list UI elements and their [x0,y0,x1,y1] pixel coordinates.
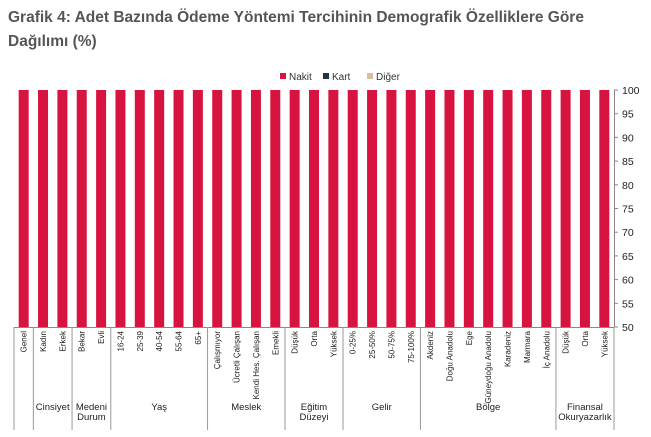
bar-nakit-31 [599,90,610,327]
legend-label-1: Nakit [289,72,312,83]
group-label-8: Bölge [476,402,500,413]
x-tick-label-16: Orta [310,330,319,346]
y-tick-label-55: 55 [622,298,634,310]
x-tick-label-30: Orta [581,330,590,346]
bar-nakit-16 [309,90,319,327]
bar-nakit-23 [444,90,455,327]
x-tick-label-28: İç Anadolu [542,331,551,368]
x-tick-label-11: Çalışmıyor [213,331,222,370]
x-tick-label-7: 25-39 [136,330,145,351]
x-tick-label-17: Yüksek [329,330,338,357]
bar-nakit-30 [579,90,590,327]
y-tick-label-100: 100 [622,85,640,97]
group-label-6: Eğitim Düzeyi [299,402,328,423]
x-tick-label-13: Kendi Hes. Çalışan [252,331,261,399]
chart-title: Grafik 4: Adet Bazında Ödeme Yöntemi Ter… [8,9,584,50]
x-tick-label-5: Evli [97,331,106,344]
x-tick-label-10: 65+ [194,331,203,345]
group-label-2: Cinsiyet [36,402,70,413]
bar-nakit-7 [134,90,145,327]
x-tick-label-19: 25-50% [368,331,377,359]
x-tick-label-29: Düşük [562,330,571,354]
x-tick-label-26: Karadeniz [504,331,513,367]
x-tick-label-2: Kadın [39,331,48,352]
x-tick-label-8: 40-54 [155,330,164,351]
bar-nakit-18 [347,90,358,327]
bar-nakit-11 [212,90,223,327]
group-label-7: Gelir [372,402,392,413]
x-tick-label-14: Emekli [271,331,280,355]
x-tick-label-22: Akdeniz [426,331,435,359]
bar-nakit-14 [270,90,281,327]
x-tick-label-12: Ücretli Çalışan [233,331,242,383]
y-tick-label-95: 95 [622,109,634,121]
legend-label-3: Diğer [376,72,401,83]
bar-nakit-9 [173,90,184,327]
bar-nakit-13 [250,90,261,327]
x-tick-label-4: Bekar [78,331,87,352]
x-tick-label-20: 50-75% [387,331,396,359]
y-tick-label-70: 70 [622,227,634,239]
bar-nakit-19 [367,90,378,327]
x-tick-label-1: Genel [20,331,29,353]
bar-nakit-27 [521,90,532,327]
bar-nakit-3 [57,90,68,327]
bar-nakit-20 [386,90,397,327]
bar-nakit-28 [541,90,552,327]
x-tick-label-21: 75-100% [407,331,416,363]
bar-nakit-4 [76,90,87,327]
bar-nakit-12 [231,90,242,327]
y-tick-label-85: 85 [622,156,634,168]
bar-nakit-5 [96,90,107,327]
legend-swatch-1 [280,73,286,79]
bar-nakit-26 [502,90,513,327]
y-tick-label-65: 65 [622,251,634,263]
bar-nakit-22 [425,90,436,327]
bar-nakit-15 [289,90,300,327]
y-tick-label-90: 90 [622,132,634,144]
bar-nakit-8 [154,90,165,327]
y-tick-label-80: 80 [622,180,634,192]
group-label-5: Meslek [231,402,261,413]
bar-nakit-17 [328,90,339,327]
bar-nakit-25 [483,90,494,327]
bar-nakit-1 [18,90,29,327]
x-tick-label-31: Yüksek [600,330,609,357]
bar-nakit-10 [192,90,203,327]
bar-nakit-24 [463,90,474,327]
x-tick-label-25: Güneydoğu Anadolu [484,331,493,404]
x-tick-label-23: Doğu Anadolu [445,331,454,381]
y-tick-label-60: 60 [622,275,634,287]
x-tick-label-6: 16-24 [116,330,125,351]
y-tick-label-50: 50 [622,322,634,334]
group-label-9: Finansal Okuryazarlık [558,402,612,423]
y-tick-label-75: 75 [622,204,634,216]
legend-swatch-3 [367,73,373,79]
bar-nakit-2 [38,90,49,327]
bar-nakit-21 [405,90,416,327]
x-tick-label-9: 55-64 [175,330,184,351]
group-label-4: Yaş [151,402,167,413]
bar-nakit-29 [560,90,571,327]
x-tick-label-24: Ege [465,330,474,345]
x-tick-label-3: Erkek [58,330,67,351]
legend-label-2: Kart [332,72,351,83]
group-label-3: Medeni Durum [76,402,107,423]
legend-swatch-2 [323,73,329,79]
x-tick-label-27: Marmara [523,330,532,363]
bar-nakit-6 [115,90,126,327]
x-tick-label-15: Düşük [291,330,300,354]
x-tick-label-18: 0-25% [349,331,358,354]
